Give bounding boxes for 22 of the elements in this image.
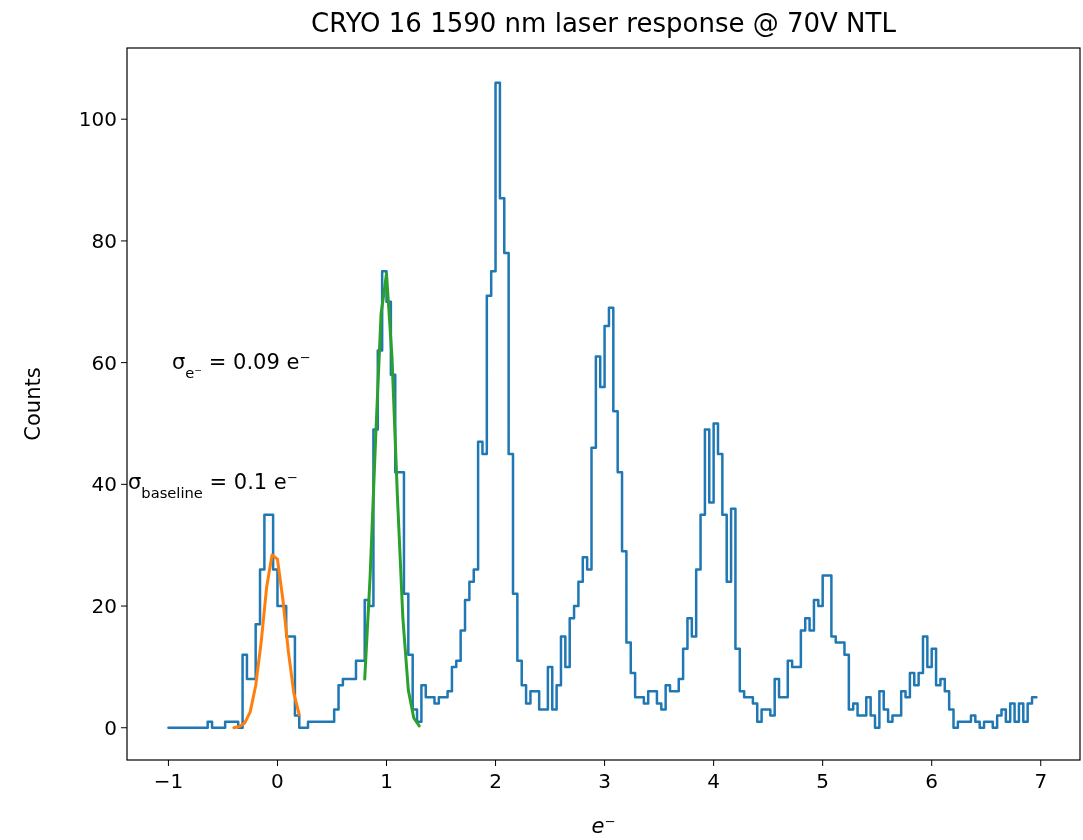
x-tick-label: 4 — [707, 769, 720, 793]
x-tick-label: −1 — [153, 769, 184, 793]
annotation: σ$_{e⁻}$ = 0.09 e⁻ — [172, 350, 311, 381]
x-tick-label: 2 — [489, 769, 502, 793]
y-tick-label: 0 — [104, 715, 117, 740]
annotation: σ$_{baseline}$ = 0.1 e⁻ — [128, 470, 298, 501]
y-tick-label: 80 — [91, 228, 117, 253]
y-tick-label: 20 — [91, 594, 117, 619]
line-series — [363, 272, 421, 728]
y-axis-title: Counts — [21, 367, 45, 441]
x-axis-title: e⁻ — [591, 814, 616, 838]
x-tick-label: 3 — [598, 769, 611, 793]
y-tick-label: 60 — [91, 350, 117, 375]
x-tick-label: 5 — [816, 769, 830, 793]
x-tick-label: 6 — [925, 769, 939, 793]
x-tick-label: 1 — [380, 769, 393, 793]
x-tick-label: 0 — [271, 769, 284, 793]
line-series — [232, 553, 301, 730]
chart-title: CRYO 16 1590 nm laser response @ 70V NTL — [311, 8, 897, 38]
y-tick-label: 100 — [78, 107, 117, 132]
x-tick-label: 7 — [1034, 769, 1048, 793]
y-tick-label: 40 — [91, 472, 117, 497]
